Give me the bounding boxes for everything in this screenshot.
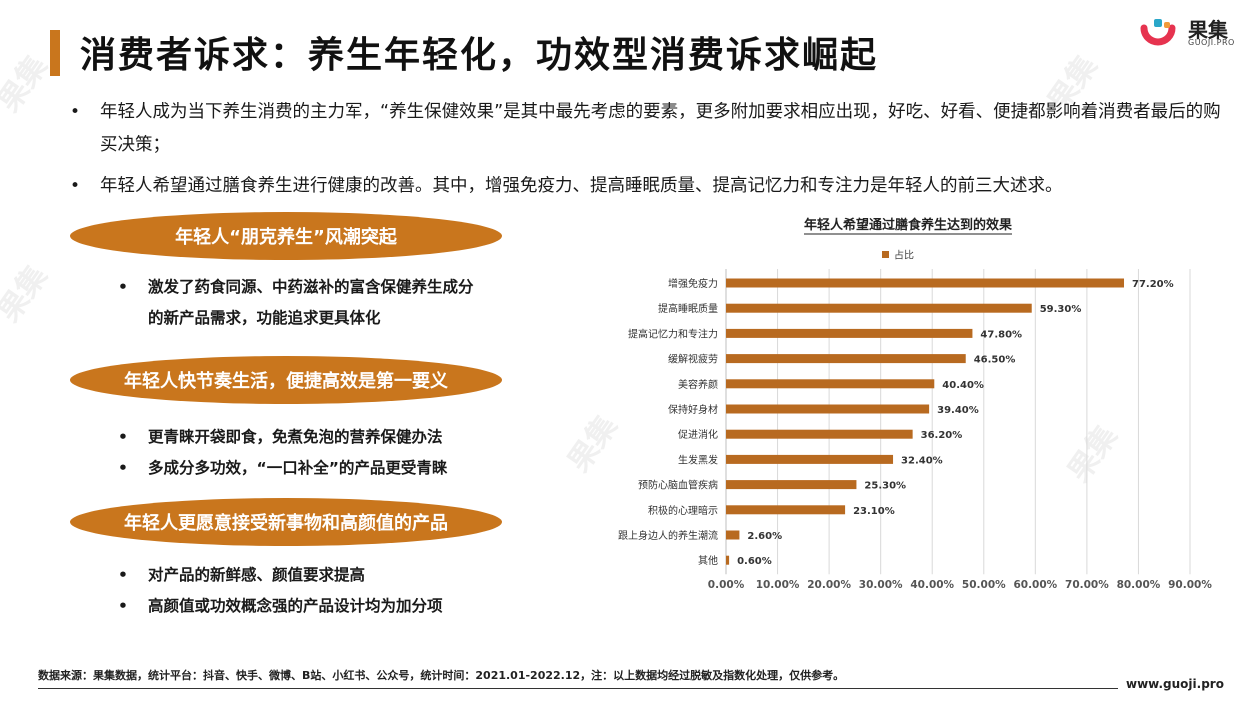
logo-name: 果集 bbox=[1188, 18, 1228, 42]
intro-bullet-text: 年轻人希望通过膳食养生进行健康的改善。其中，增强免疫力、提高睡眠质量、提高记忆力… bbox=[100, 176, 1063, 196]
legend-swatch bbox=[882, 251, 889, 258]
watermark: 果集 bbox=[0, 259, 55, 329]
data-label: 25.30% bbox=[864, 481, 906, 492]
category-label: 促进消化 bbox=[678, 428, 718, 441]
footer-divider bbox=[38, 688, 1118, 689]
x-tick-label: 10.00% bbox=[756, 579, 800, 591]
data-label: 23.10% bbox=[853, 506, 895, 517]
data-label: 59.30% bbox=[1040, 304, 1082, 315]
category-label: 跟上身边人的养生潮流 bbox=[618, 529, 718, 542]
logo-subtitle: GUOJI.PRO bbox=[1188, 38, 1235, 47]
data-label: 2.60% bbox=[747, 531, 782, 542]
bar bbox=[726, 354, 966, 364]
bar bbox=[726, 555, 730, 565]
bullet-dot-icon: • bbox=[118, 428, 128, 446]
data-label: 0.60% bbox=[737, 556, 772, 567]
intro-bullet-text: 年轻人成为当下养生消费的主力军，“养生保健效果”是其中最先考虑的要素，更多附加要… bbox=[100, 102, 1221, 155]
section-list: • 激发了药食同源、中药滋补的富含保健养生成分 的新产品需求，功能追求更具体化 bbox=[118, 272, 548, 334]
section-heading-fast-pace: 年轻人快节奏生活，便捷高效是第一要义 bbox=[70, 356, 502, 404]
x-tick-label: 70.00% bbox=[1065, 579, 1109, 591]
data-label: 77.20% bbox=[1132, 279, 1174, 290]
bar bbox=[726, 328, 973, 338]
category-label: 提高睡眠质量 bbox=[658, 302, 718, 315]
data-label: 40.40% bbox=[942, 380, 984, 391]
bar bbox=[726, 379, 935, 389]
section-list: • 更青睐开袋即食，免煮免泡的营养保健办法 • 多成分多功效，“一口补全”的产品… bbox=[118, 422, 548, 484]
data-label: 46.50% bbox=[974, 355, 1016, 366]
bar bbox=[726, 429, 913, 439]
bullet-dot-icon: • bbox=[118, 278, 128, 296]
x-tick-label: 90.00% bbox=[1168, 579, 1212, 591]
category-label: 提高记忆力和专注力 bbox=[628, 327, 718, 340]
list-item-text: 更青睐开袋即食，免煮免泡的营养保健办法 bbox=[148, 428, 443, 446]
data-label: 32.40% bbox=[901, 455, 943, 466]
x-tick-label: 50.00% bbox=[962, 579, 1006, 591]
bar bbox=[726, 505, 846, 515]
list-item: • 高颜值或功效概念强的产品设计均为加分项 bbox=[118, 591, 548, 622]
category-label: 缓解视疲劳 bbox=[668, 353, 718, 366]
category-label: 美容养颜 bbox=[678, 378, 718, 391]
list-item-text: 高颜值或功效概念强的产品设计均为加分项 bbox=[148, 597, 443, 615]
list-item-text: 激发了药食同源、中药滋补的富含保健养生成分 bbox=[148, 278, 474, 296]
footer-url: www.guoji.pro bbox=[1126, 677, 1224, 691]
list-item: • 对产品的新鲜感、颜值要求提高 bbox=[118, 560, 548, 591]
x-tick-label: 30.00% bbox=[859, 579, 903, 591]
x-tick-label: 80.00% bbox=[1117, 579, 1161, 591]
page-title: 消费者诉求：养生年轻化，功效型消费诉求崛起 bbox=[80, 35, 879, 76]
legend-label: 占比 bbox=[894, 249, 914, 262]
data-label: 47.80% bbox=[980, 329, 1022, 340]
bullet-dot-icon: • bbox=[118, 566, 128, 584]
bar bbox=[726, 480, 857, 490]
bar bbox=[726, 454, 894, 464]
list-item: • 更青睐开袋即食，免煮免泡的营养保健办法 bbox=[118, 422, 548, 453]
x-tick-label: 60.00% bbox=[1013, 579, 1057, 591]
category-label: 增强免疫力 bbox=[668, 277, 718, 290]
category-label: 生发黑发 bbox=[678, 453, 718, 466]
logo-mark-icon bbox=[1140, 19, 1176, 46]
bar bbox=[726, 303, 1032, 313]
bar bbox=[726, 278, 1125, 288]
brand-logo: 果集 GUOJI.PRO bbox=[1140, 14, 1240, 48]
list-item: • 激发了药食同源、中药滋补的富含保健养生成分 bbox=[118, 272, 548, 303]
list-item-text: 的新产品需求，功能追求更具体化 bbox=[148, 309, 381, 327]
bar bbox=[726, 530, 740, 540]
data-label: 39.40% bbox=[937, 405, 979, 416]
list-item: • 多成分多功效，“一口补全”的产品更受青睐 bbox=[118, 453, 548, 484]
section-heading-punk-wellness: 年轻人“朋克养生”风潮突起 bbox=[70, 212, 502, 260]
bullet-dot-icon: • bbox=[118, 459, 128, 477]
section-heading-new-things: 年轻人更愿意接受新事物和高颜值的产品 bbox=[70, 498, 502, 546]
watermark: 果集 bbox=[0, 49, 55, 119]
bullet-dot-icon: • bbox=[70, 102, 81, 122]
data-label: 36.20% bbox=[921, 430, 963, 441]
bullet-dot-icon: • bbox=[70, 176, 81, 196]
chart-title: 年轻人希望通过膳食养生达到的效果 bbox=[804, 217, 1012, 233]
category-label: 保持好身材 bbox=[668, 403, 718, 416]
list-item-text: 对产品的新鲜感、颜值要求提高 bbox=[148, 566, 366, 584]
category-label: 积极的心理暗示 bbox=[648, 504, 718, 517]
x-tick-label: 40.00% bbox=[910, 579, 954, 591]
category-label: 其他 bbox=[698, 554, 718, 567]
x-tick-label: 0.00% bbox=[708, 579, 745, 591]
category-label: 预防心脑血管疾病 bbox=[638, 479, 718, 492]
bar bbox=[726, 404, 930, 414]
data-source-note: 数据来源：果集数据，统计平台：抖音、快手、微博、B站、小红书、公众号，统计时间：… bbox=[38, 669, 845, 682]
title-accent-bar bbox=[50, 30, 60, 76]
list-item-continuation: 的新产品需求，功能追求更具体化 bbox=[118, 303, 548, 334]
intro-bullet: • 年轻人希望通过膳食养生进行健康的改善。其中，增强免疫力、提高睡眠质量、提高记… bbox=[70, 170, 1230, 203]
intro-bullets: • 年轻人成为当下养生消费的主力军，“养生保健效果”是其中最先考虑的要素，更多附… bbox=[70, 96, 1230, 203]
x-tick-label: 20.00% bbox=[807, 579, 851, 591]
bullet-dot-icon: • bbox=[118, 597, 128, 615]
intro-bullet: • 年轻人成为当下养生消费的主力军，“养生保健效果”是其中最先考虑的要素，更多附… bbox=[70, 96, 1230, 162]
list-item-text: 多成分多功效，“一口补全”的产品更受青睐 bbox=[148, 459, 448, 477]
section-list: • 对产品的新鲜感、颜值要求提高 • 高颜值或功效概念强的产品设计均为加分项 bbox=[118, 560, 548, 622]
